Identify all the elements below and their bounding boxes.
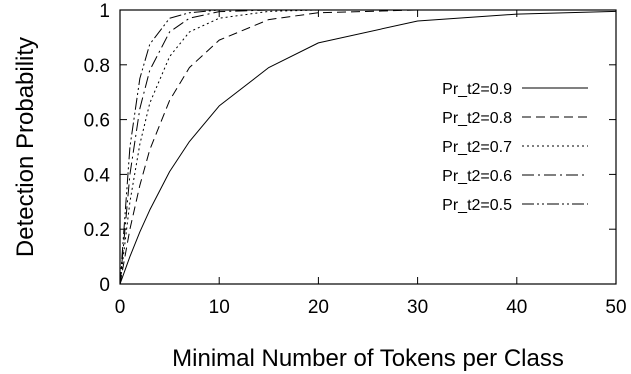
curves-group (120, 10, 616, 284)
y-tick-label: 0.8 (84, 56, 110, 77)
x-tick-label: 30 (407, 297, 428, 318)
x-tick-label: 50 (605, 297, 626, 318)
x-axis-title: Minimal Number of Tokens per Class (172, 345, 564, 372)
x-tick-label: 40 (506, 297, 527, 318)
y-tick-label: 0.6 (84, 111, 110, 132)
legend-label: Pr_t2=0.8 (442, 110, 512, 127)
legend-label: Pr_t2=0.5 (442, 197, 512, 214)
series-line (120, 10, 616, 284)
series-line (120, 10, 616, 284)
legend: Pr_t2=0.9 Pr_t2=0.8 Pr_t2=0.7 Pr_t2=0.6 Pr_t… (442, 81, 588, 214)
series-line (120, 10, 616, 284)
legend-label: Pr_t2=0.7 (442, 139, 512, 156)
plot-frame (119, 9, 617, 285)
series-line (120, 10, 616, 284)
y-tick-label: 0.4 (84, 165, 111, 186)
series-line (120, 10, 616, 284)
y-tick-label: 1 (99, 1, 110, 22)
legend-label: Pr_t2=0.6 (442, 168, 512, 185)
y-axis: 0 0.2 0.4 0.6 0.8 1 (84, 1, 616, 296)
legend-label: Pr_t2=0.9 (442, 81, 512, 98)
x-tick-label: 20 (308, 297, 329, 318)
y-axis-title: Detection Probability (12, 37, 39, 257)
x-axis: 0 10 20 30 40 50 (115, 10, 627, 318)
y-tick-label: 0.2 (84, 220, 110, 241)
y-tick-label: 0 (99, 275, 110, 296)
x-tick-label: 0 (115, 297, 126, 318)
x-tick-label: 10 (209, 297, 230, 318)
